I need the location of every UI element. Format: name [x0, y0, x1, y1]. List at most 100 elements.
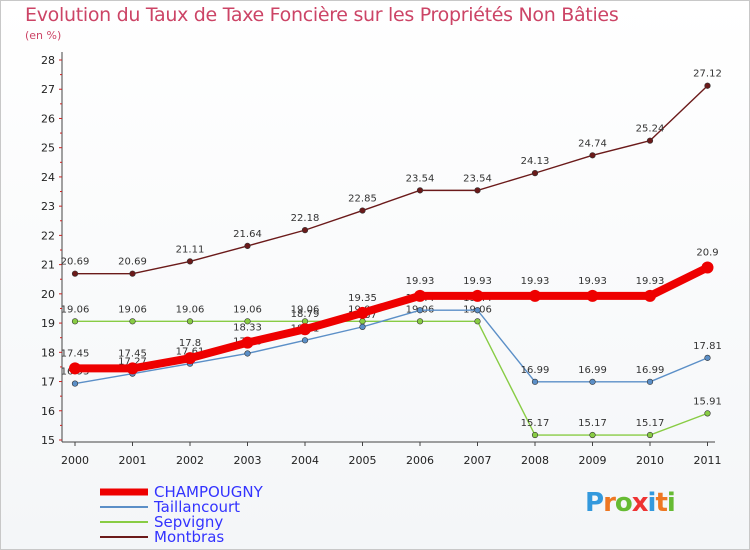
y-tick-label: 18 [41, 346, 55, 359]
legend-label-champougny: CHAMPOUGNY [154, 483, 264, 501]
x-tick-label: 2002 [176, 454, 204, 467]
x-tick-label: 2001 [119, 454, 147, 467]
x-tick-label: 2003 [234, 454, 262, 467]
series-line-sepvigny [75, 320, 708, 436]
data-label-montbras: 24.13 [521, 156, 550, 167]
data-label-montbras: 27.12 [693, 69, 722, 80]
data-point-taillancourt [646, 378, 654, 385]
data-point-taillancourt [474, 307, 481, 314]
data-label-champougny: 19.93 [521, 276, 550, 287]
data-label-champougny: 19.93 [578, 276, 607, 287]
y-tick-label: 24 [41, 171, 55, 184]
data-point-champougny [241, 336, 254, 349]
data-label-sepvigny: 19.06 [176, 304, 205, 315]
data-label-champougny: 19.93 [463, 276, 492, 287]
logo-letter: i [647, 488, 657, 518]
data-point-montbras [474, 187, 481, 194]
series-line-taillancourt [74, 309, 708, 385]
data-point-sepvigny [589, 431, 596, 439]
data-label-montbras: 25.24 [636, 124, 665, 135]
data-point-montbras [704, 82, 711, 89]
data-label-montbras: 21.11 [176, 244, 205, 255]
x-tick-label: 2000 [61, 454, 89, 467]
data-label-montbras: 23.54 [463, 173, 492, 184]
data-point-sepvigny [646, 431, 654, 439]
x-tick-label: 2005 [349, 454, 377, 467]
data-point-sepvigny [244, 318, 251, 325]
logo-letter: r [603, 488, 616, 518]
x-tick-label: 2006 [406, 454, 434, 467]
data-label-taillancourt: 16.99 [521, 365, 550, 376]
data-point-montbras [301, 227, 309, 234]
data-label-sepvigny: 15.91 [693, 396, 722, 407]
data-point-champougny [299, 323, 311, 336]
data-label-champougny: 17.45 [118, 348, 147, 359]
data-label-sepvigny: 19.06 [233, 304, 262, 315]
data-point-taillancourt [244, 350, 251, 357]
logo-letter: P [585, 488, 604, 518]
data-label-montbras: 22.18 [291, 213, 320, 224]
logo-letter: t [655, 488, 667, 518]
series-line-champougny [71, 263, 712, 373]
data-point-champougny [126, 362, 139, 375]
legend-label-taillancourt: Taillancourt [153, 498, 240, 516]
data-label-montbras: 24.74 [578, 138, 607, 149]
data-label-sepvigny: 19.06 [291, 304, 320, 315]
data-point-taillancourt [301, 337, 309, 344]
data-point-sepvigny [129, 318, 136, 325]
data-label-champougny: 20.9 [696, 248, 718, 259]
data-point-champougny [471, 289, 484, 302]
data-point-sepvigny [474, 318, 481, 325]
data-label-taillancourt: 17.27 [118, 357, 147, 368]
logo-letter: x [631, 488, 649, 518]
y-tick-label: 15 [41, 434, 55, 447]
x-tick-label: 2010 [636, 454, 664, 467]
data-point-montbras [244, 242, 251, 250]
data-label-sepvigny: 15.17 [578, 418, 607, 429]
data-point-taillancourt [71, 380, 79, 387]
y-tick-label: 26 [41, 112, 55, 125]
data-point-champougny [414, 289, 426, 302]
data-point-sepvigny [416, 318, 424, 325]
y-tick-label: 16 [41, 405, 55, 418]
y-tick-label: 21 [41, 259, 55, 272]
data-label-sepvigny: 15.17 [521, 418, 550, 429]
proxiti-logo: Proxiti [585, 488, 676, 518]
data-point-taillancourt [589, 378, 596, 385]
y-axis-unit-label: (en %) [25, 29, 62, 42]
x-tick-label: 2011 [694, 454, 722, 467]
legend-label-montbras: Montbras [154, 528, 224, 546]
y-tick-label: 22 [41, 229, 55, 242]
data-label-taillancourt: 16.99 [578, 365, 607, 376]
data-point-montbras [646, 137, 654, 144]
data-point-montbras [186, 258, 194, 265]
data-label-champougny: 19.93 [406, 276, 435, 287]
data-point-montbras [129, 270, 136, 277]
y-tick-label: 25 [41, 142, 55, 155]
data-point-taillancourt [416, 307, 424, 314]
data-label-taillancourt: 17.81 [693, 341, 722, 352]
data-point-champougny [184, 352, 196, 365]
data-label-champougny: 17.45 [61, 348, 90, 359]
data-point-sepvigny [531, 431, 539, 439]
data-point-montbras [71, 270, 79, 277]
data-label-champougny: 18.33 [233, 323, 262, 334]
data-label-montbras: 20.69 [118, 257, 147, 268]
y-tick-label: 23 [41, 200, 55, 213]
data-label-montbras: 22.85 [348, 194, 377, 205]
data-label-montbras: 21.64 [233, 229, 262, 240]
data-label-sepvigny: 15.17 [636, 418, 665, 429]
data-point-sepvigny [704, 410, 711, 417]
data-label-montbras: 23.54 [406, 173, 435, 184]
y-tick-label: 28 [41, 54, 55, 67]
data-point-montbras [531, 170, 539, 177]
data-point-taillancourt [704, 354, 711, 361]
data-point-taillancourt [359, 323, 366, 330]
data-label-sepvigny: 19.06 [118, 304, 147, 315]
data-label-champougny: 19.35 [348, 293, 377, 304]
data-point-montbras [359, 207, 366, 214]
data-label-montbras: 20.69 [61, 257, 90, 268]
data-point-champougny [529, 289, 541, 302]
data-point-champougny [356, 306, 369, 319]
